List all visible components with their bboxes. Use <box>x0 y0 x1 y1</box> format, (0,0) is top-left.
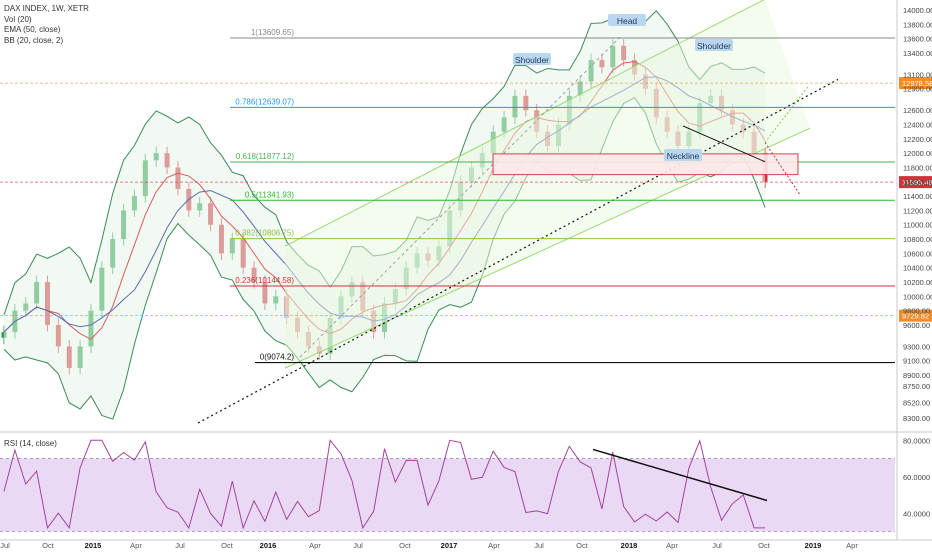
x-tick-label: 2019 <box>805 541 822 550</box>
rsi-y-tick-label: 80.0000 <box>903 436 930 445</box>
y-tick-label: 11600.00 <box>903 178 932 187</box>
y-tick-label: 11400.00 <box>903 192 932 201</box>
y-tick-label: 10000.00 <box>903 292 932 301</box>
y-tick-label: 11000.00 <box>903 221 932 230</box>
fib-label: 0.786(12639.07) <box>235 97 294 106</box>
y-tick-label: 13100.00 <box>903 70 932 79</box>
x-tick-label: 2016 <box>260 541 277 550</box>
price-badge <box>899 77 932 90</box>
price-badge-label: 9729.82 <box>902 312 929 321</box>
y-tick-label: 12000.00 <box>903 149 932 158</box>
x-tick-label: Apr <box>488 541 500 550</box>
x-tick-label: 2015 <box>85 541 102 550</box>
annotation-bg <box>695 39 733 51</box>
x-tick-label: Oct <box>42 541 55 550</box>
down-projection <box>764 142 801 195</box>
neckline-line <box>682 125 766 163</box>
y-tick-label: 10600.00 <box>903 249 932 258</box>
y-tick-label: 9800.00 <box>903 307 930 316</box>
x-tick-label: Oct <box>758 541 771 550</box>
annotation-bg <box>513 53 551 65</box>
price-badge <box>899 176 932 189</box>
y-tick-label: 11200.00 <box>903 206 932 215</box>
annotation-bg <box>608 14 646 26</box>
rsi-line <box>3 439 765 530</box>
x-tick-label: Jul <box>0 541 10 550</box>
y-tick-label: 12200.00 <box>903 135 932 144</box>
annotation-bg <box>664 149 702 161</box>
y-tick-label: 8750.00 <box>903 382 930 391</box>
y-tick-label: 9300.00 <box>903 342 930 351</box>
x-tick-label: Jul <box>712 541 722 550</box>
pattern-annotation: Head <box>617 16 638 26</box>
y-tick-label: 10800.00 <box>903 235 932 244</box>
y-tick-label: 13400.00 <box>903 49 932 58</box>
fib-label: 0.236(10144.58) <box>235 276 294 285</box>
x-tick-label: Oct <box>221 541 234 550</box>
x-tick-label: Oct <box>399 541 412 550</box>
y-tick-label: 10400.00 <box>903 264 932 273</box>
x-tick-label: Jul <box>534 541 544 550</box>
chart-legend: DAX INDEX, 1W, XETR Vol (20) EMA (50, cl… <box>4 4 89 46</box>
y-tick-label: 11800.00 <box>903 163 932 172</box>
rsi-legend[interactable]: RSI (14, close) <box>4 439 57 448</box>
x-tick-label: Jul <box>175 541 185 550</box>
y-tick-label: 12400.00 <box>903 121 932 130</box>
fib-label: 1(13609.65) <box>251 28 294 37</box>
x-tick-label: Apr <box>846 541 858 550</box>
y-tick-label: 13800.00 <box>903 20 932 29</box>
rsi-trendline <box>592 448 768 502</box>
x-tick-label: Apr <box>309 541 321 550</box>
x-tick-label: 2018 <box>621 541 638 550</box>
y-tick-label: 8900.00 <box>903 371 930 380</box>
price-badge-label: 12978.58 <box>902 79 932 88</box>
fib-label: 0.382(10806.75) <box>235 229 294 238</box>
rsi-band <box>0 458 895 532</box>
y-tick-label: 10200.00 <box>903 278 932 287</box>
legend-symbol[interactable]: DAX INDEX, 1W, XETR <box>4 4 89 13</box>
rsi-y-tick-label: 60.0000 <box>903 473 930 482</box>
y-tick-label: 9100.00 <box>903 357 930 366</box>
channel-fill <box>285 0 810 368</box>
y-tick-label: 12900.00 <box>903 85 932 94</box>
long-trendline <box>197 78 839 424</box>
x-tick-label: Apr <box>130 541 142 550</box>
pattern-annotation: Shoulder <box>515 55 549 65</box>
y-tick-label: 14000.00 <box>903 6 932 15</box>
x-tick-label: 2017 <box>441 541 458 550</box>
fib-label: 0.618(11877.12) <box>236 152 294 161</box>
pattern-annotation: Neckline <box>667 151 700 161</box>
x-tick-label: Apr <box>666 541 678 550</box>
y-tick-label: 12600.00 <box>903 106 932 115</box>
legend-ema[interactable]: EMA (50, close) <box>4 25 61 34</box>
x-tick-label: Oct <box>576 541 589 550</box>
x-tick-label: Jul <box>353 541 363 550</box>
rsi-y-tick-label: 40.0000 <box>903 509 930 518</box>
y-tick-label: 8520.00 <box>903 398 930 407</box>
y-tick-label: 8300.00 <box>903 414 930 423</box>
legend-bb[interactable]: BB (20, close, 2) <box>4 35 64 45</box>
pattern-annotation: Shoulder <box>697 41 731 51</box>
neckline-zone <box>492 153 799 176</box>
fib-label: 0(9074.2) <box>260 353 295 362</box>
price-badge-label: 11595.48 <box>902 178 932 187</box>
legend-vol[interactable]: Vol (20) <box>4 14 32 24</box>
y-tick-label: 9600.00 <box>903 321 930 330</box>
price-badge <box>899 309 932 322</box>
fib-label: 0.5(11341.93) <box>245 190 295 199</box>
y-tick-label: 13600.00 <box>903 35 932 44</box>
